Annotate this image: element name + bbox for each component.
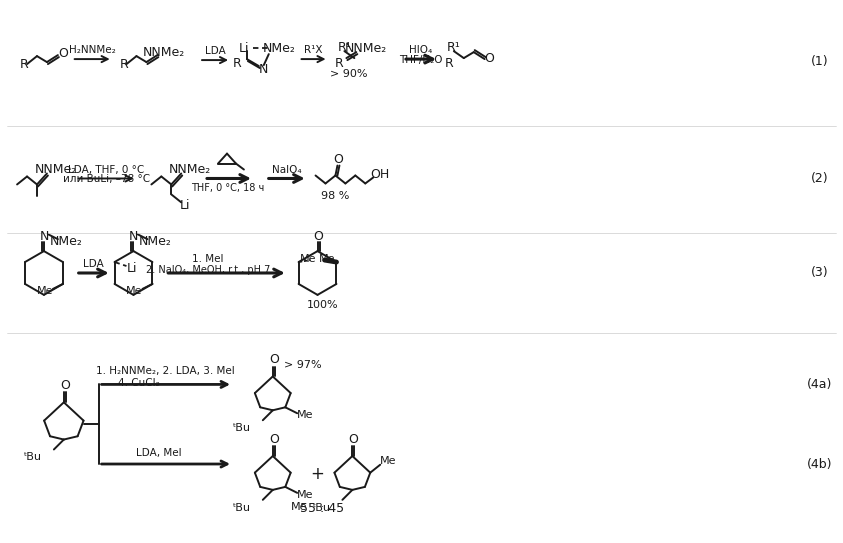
- Text: Li: Li: [127, 262, 137, 275]
- Text: O: O: [334, 153, 343, 166]
- Text: O: O: [485, 52, 495, 65]
- Text: 4. CuCl₂: 4. CuCl₂: [117, 378, 159, 388]
- Text: ᵗBu: ᵗBu: [24, 452, 42, 463]
- Text: NNMe₂: NNMe₂: [35, 163, 77, 176]
- Text: Me: Me: [300, 254, 317, 264]
- Text: 100%: 100%: [307, 300, 338, 310]
- Text: O: O: [60, 379, 70, 392]
- Text: Me: Me: [297, 411, 314, 420]
- Text: (3): (3): [811, 267, 829, 280]
- Text: N: N: [259, 62, 269, 75]
- Text: (2): (2): [811, 172, 829, 185]
- Text: O: O: [348, 433, 358, 446]
- Text: R: R: [233, 56, 241, 70]
- Text: NaIO₄: NaIO₄: [272, 165, 302, 174]
- Text: > 97%: > 97%: [284, 359, 321, 370]
- Text: Me: Me: [319, 254, 335, 264]
- Text: LDA, MeI: LDA, MeI: [136, 448, 181, 458]
- Text: Li: Li: [180, 199, 191, 212]
- Text: THF/H₂O: THF/H₂O: [400, 55, 443, 65]
- Text: ᵗBu: ᵗBu: [233, 503, 251, 513]
- Text: +: +: [310, 465, 325, 483]
- Text: 2. NaIO₄, MeOH, r.t., pH 7: 2. NaIO₄, MeOH, r.t., pH 7: [146, 265, 271, 275]
- Text: NNMe₂: NNMe₂: [143, 46, 185, 59]
- Text: (1): (1): [811, 55, 829, 67]
- Text: > 90%: > 90%: [330, 69, 367, 79]
- Text: R¹: R¹: [447, 41, 461, 54]
- Text: (4a): (4a): [808, 378, 833, 391]
- Text: R: R: [120, 58, 128, 71]
- Text: OH: OH: [371, 168, 389, 181]
- Text: R: R: [335, 56, 344, 70]
- Text: Me: Me: [126, 286, 142, 296]
- Text: NNMe₂: NNMe₂: [169, 163, 212, 176]
- Text: Me: Me: [297, 490, 314, 500]
- Text: R: R: [20, 58, 29, 71]
- Text: THF, 0 °C, 18 ч: THF, 0 °C, 18 ч: [191, 184, 265, 193]
- Text: O: O: [58, 47, 67, 60]
- Text: 1. H₂NNMe₂, 2. LDA, 3. MeI: 1. H₂NNMe₂, 2. LDA, 3. MeI: [96, 367, 234, 376]
- Text: или BuLi, –78 °C: или BuLi, –78 °C: [62, 174, 150, 185]
- Text: NMe₂: NMe₂: [139, 235, 172, 248]
- Text: N: N: [40, 230, 49, 243]
- Text: LDA: LDA: [205, 46, 225, 56]
- Text: (4b): (4b): [808, 458, 833, 471]
- Text: LDA: LDA: [83, 259, 104, 269]
- Text: Li: Li: [239, 42, 250, 55]
- Text: Me: Me: [380, 456, 396, 466]
- Text: ᵗBu: ᵗBu: [233, 423, 251, 433]
- Text: Me: Me: [291, 502, 308, 512]
- Text: O: O: [314, 230, 324, 243]
- Text: N: N: [129, 230, 138, 243]
- Text: HIO₄: HIO₄: [410, 45, 432, 55]
- Text: O: O: [269, 433, 279, 446]
- Text: H₂NNMe₂: H₂NNMe₂: [69, 45, 115, 55]
- Text: 1. MeI: 1. MeI: [192, 254, 224, 264]
- Text: R¹: R¹: [337, 41, 352, 54]
- Text: R¹X: R¹X: [304, 45, 323, 55]
- Text: Me: Me: [37, 286, 53, 296]
- Text: R: R: [444, 56, 454, 70]
- Text: 98 %: 98 %: [321, 191, 350, 201]
- Text: NMe₂: NMe₂: [50, 235, 83, 248]
- Text: O: O: [269, 353, 279, 366]
- Text: NMe₂: NMe₂: [262, 42, 295, 55]
- Text: 55 : 45: 55 : 45: [300, 502, 345, 515]
- Text: LDA, THF, 0 °C: LDA, THF, 0 °C: [68, 165, 144, 174]
- Text: ᵗBu: ᵗBu: [313, 503, 330, 513]
- Text: NNMe₂: NNMe₂: [345, 42, 388, 55]
